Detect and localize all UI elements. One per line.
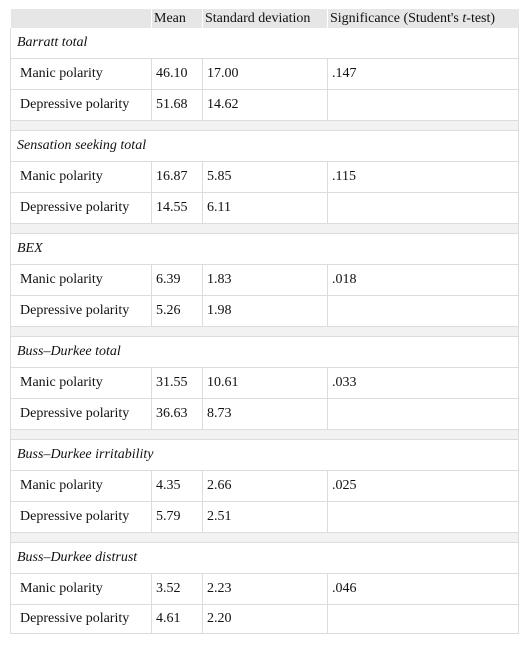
cell-mean: 31.55 (151, 367, 203, 399)
row-label: Depressive polarity (10, 501, 152, 533)
spacer-cell (10, 223, 519, 234)
table-row: Depressive polarity 14.55 6.11 (10, 192, 519, 224)
cell-sd: 2.23 (202, 573, 328, 605)
header-significance-post: -test) (466, 10, 496, 26)
cell-sd: 2.20 (202, 604, 328, 634)
cell-significance (327, 192, 519, 224)
spacer-cell (10, 120, 519, 131)
spacer-cell (10, 532, 519, 543)
cell-sd: 2.51 (202, 501, 328, 533)
row-label: Depressive polarity (10, 89, 152, 121)
cell-significance: .147 (327, 58, 519, 90)
cell-mean: 46.10 (151, 58, 203, 90)
header-significance: Significance (Student's t-test) (327, 9, 519, 28)
section-spacer (10, 120, 519, 131)
cell-sd: 2.66 (202, 470, 328, 502)
section-title: Buss–Durkee irritability (10, 439, 519, 471)
row-label: Depressive polarity (10, 604, 152, 634)
header-row: Mean Standard deviation Significance (St… (10, 9, 519, 28)
table-row: Depressive polarity 51.68 14.62 (10, 89, 519, 121)
cell-mean: 3.52 (151, 573, 203, 605)
spacer-cell (10, 429, 519, 440)
cell-sd: 10.61 (202, 367, 328, 399)
section-spacer (10, 429, 519, 440)
section-spacer (10, 223, 519, 234)
cell-significance (327, 295, 519, 327)
cell-mean: 5.26 (151, 295, 203, 327)
spacer-cell (10, 326, 519, 337)
cell-mean: 5.79 (151, 501, 203, 533)
header-blank (10, 9, 152, 28)
section-header-row: Barratt total (10, 28, 519, 59)
table-row: Manic polarity 16.87 5.85.115 (10, 161, 519, 193)
cell-sd: 17.00 (202, 58, 328, 90)
cell-significance: .033 (327, 367, 519, 399)
results-table: Mean Standard deviation Significance (St… (10, 9, 519, 634)
cell-sd: 6.11 (202, 192, 328, 224)
table-row: Depressive polarity 36.63 8.73 (10, 398, 519, 430)
cell-significance (327, 398, 519, 430)
section-spacer (10, 532, 519, 543)
table-row: Manic polarity 46.10 17.00.147 (10, 58, 519, 90)
table-row: Manic polarity 4.35 2.66.025 (10, 470, 519, 502)
table-row: Depressive polarity 5.26 1.98 (10, 295, 519, 327)
cell-significance: .046 (327, 573, 519, 605)
cell-significance: .018 (327, 264, 519, 296)
cell-sd: 5.85 (202, 161, 328, 193)
cell-significance (327, 89, 519, 121)
row-label: Manic polarity (10, 573, 152, 605)
section-spacer (10, 326, 519, 337)
cell-mean: 4.61 (151, 604, 203, 634)
row-label: Depressive polarity (10, 295, 152, 327)
cell-significance (327, 604, 519, 634)
header-sd: Standard deviation (202, 9, 328, 28)
cell-sd: 1.98 (202, 295, 328, 327)
row-label: Manic polarity (10, 161, 152, 193)
row-label: Depressive polarity (10, 398, 152, 430)
cell-significance: .115 (327, 161, 519, 193)
cell-mean: 36.63 (151, 398, 203, 430)
section-title: BEX (10, 233, 519, 265)
table-body: Barratt total Manic polarity 46.10 17.00.14… (10, 28, 519, 634)
header-mean: Mean (151, 9, 203, 28)
header-significance-pre: Significance (Student's (330, 10, 463, 26)
section-title: Barratt total (10, 28, 519, 59)
cell-significance (327, 501, 519, 533)
cell-sd: 1.83 (202, 264, 328, 296)
section-title: Sensation seeking total (10, 130, 519, 162)
section-header-row: Buss–Durkee irritability (10, 439, 519, 471)
row-label: Manic polarity (10, 470, 152, 502)
header-significance-t: t (462, 10, 467, 26)
section-header-row: BEX (10, 233, 519, 265)
row-label: Manic polarity (10, 367, 152, 399)
row-label: Manic polarity (10, 264, 152, 296)
section-header-row: Sensation seeking total (10, 130, 519, 162)
cell-mean: 6.39 (151, 264, 203, 296)
table-row: Depressive polarity 5.79 2.51 (10, 501, 519, 533)
row-label: Manic polarity (10, 58, 152, 90)
cell-mean: 16.87 (151, 161, 203, 193)
section-title: Buss–Durkee total (10, 336, 519, 368)
table-row: Manic polarity 6.39 1.83.018 (10, 264, 519, 296)
cell-significance: .025 (327, 470, 519, 502)
results-table-container: Mean Standard deviation Significance (St… (10, 9, 519, 634)
cell-sd: 14.62 (202, 89, 328, 121)
table-row: Manic polarity 3.52 2.23.046 (10, 573, 519, 605)
section-header-row: Buss–Durkee total (10, 336, 519, 368)
section-title: Buss–Durkee distrust (10, 542, 519, 574)
table-row: Manic polarity 31.55 10.61.033 (10, 367, 519, 399)
cell-sd: 8.73 (202, 398, 328, 430)
cell-mean: 4.35 (151, 470, 203, 502)
table-row: Depressive polarity 4.61 2.20 (10, 604, 519, 634)
cell-mean: 51.68 (151, 89, 203, 121)
section-header-row: Buss–Durkee distrust (10, 542, 519, 574)
cell-mean: 14.55 (151, 192, 203, 224)
row-label: Depressive polarity (10, 192, 152, 224)
